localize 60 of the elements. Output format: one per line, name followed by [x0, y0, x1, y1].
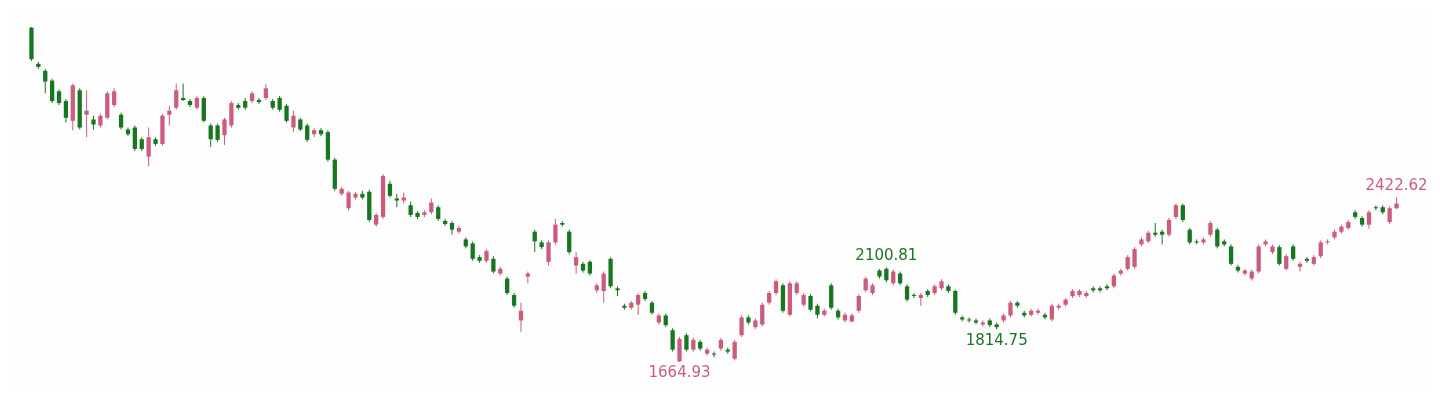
candlestick: [456, 225, 462, 235]
candlestick: [953, 288, 958, 316]
candlestick: [305, 122, 310, 143]
candlestick: [711, 351, 717, 358]
candlestick: [222, 117, 227, 146]
candlestick: [856, 293, 861, 314]
candlestick: [601, 271, 606, 304]
candlestick: [174, 83, 179, 111]
candlestick: [732, 339, 737, 361]
candlestick: [201, 95, 206, 123]
candlestick: [1166, 217, 1172, 238]
candlestick: [760, 302, 765, 327]
candlestick: [739, 314, 744, 338]
candlestick: [208, 122, 213, 148]
candlestick: [442, 218, 448, 227]
candlestick: [1242, 268, 1248, 277]
annotation: 2422.62: [1365, 175, 1428, 194]
candlestick: [1180, 203, 1185, 223]
candlestick: [311, 127, 317, 138]
candlestick: [573, 251, 579, 275]
annotation: 1814.75: [965, 330, 1028, 349]
candlestick: [132, 124, 137, 152]
candlestick: [318, 127, 324, 137]
annotation: 1664.93: [648, 363, 711, 382]
candlestick: [567, 229, 572, 255]
candlestick: [1235, 264, 1241, 274]
candlestick: [1297, 261, 1303, 273]
candlestick: [704, 347, 710, 357]
candlestick: [636, 292, 641, 316]
candlestick: [911, 292, 917, 299]
candlestick: [470, 240, 475, 262]
candlestick: [346, 190, 351, 211]
candlestick: [43, 68, 48, 94]
candlestick: [1228, 243, 1234, 267]
candlestick: [1373, 204, 1379, 211]
candlestick: [63, 98, 69, 123]
candlestick: [553, 218, 558, 245]
candlestick: [1366, 209, 1372, 230]
candlestick: [1160, 229, 1165, 245]
candlestick: [677, 336, 682, 363]
candlestick: [1277, 244, 1282, 267]
candlestick: [284, 103, 289, 123]
candlestick: [146, 127, 151, 167]
candlestick: [684, 332, 689, 353]
candlestick: [187, 98, 193, 108]
candlestick: [229, 100, 234, 128]
candlestick: [167, 105, 172, 126]
candlestick: [505, 276, 510, 296]
candlestick: [546, 239, 551, 267]
candlestick: [49, 78, 55, 104]
candlestick: [966, 316, 972, 323]
candlestick: [84, 89, 89, 138]
candlestick: [112, 87, 117, 108]
candlestick: [829, 282, 834, 311]
candlestick: [449, 220, 455, 236]
candlestick: [215, 122, 220, 143]
candlestick: [291, 110, 296, 133]
annotation: 2100.81: [855, 245, 918, 264]
candlestick: [1132, 246, 1137, 270]
candlestick: [670, 327, 675, 353]
